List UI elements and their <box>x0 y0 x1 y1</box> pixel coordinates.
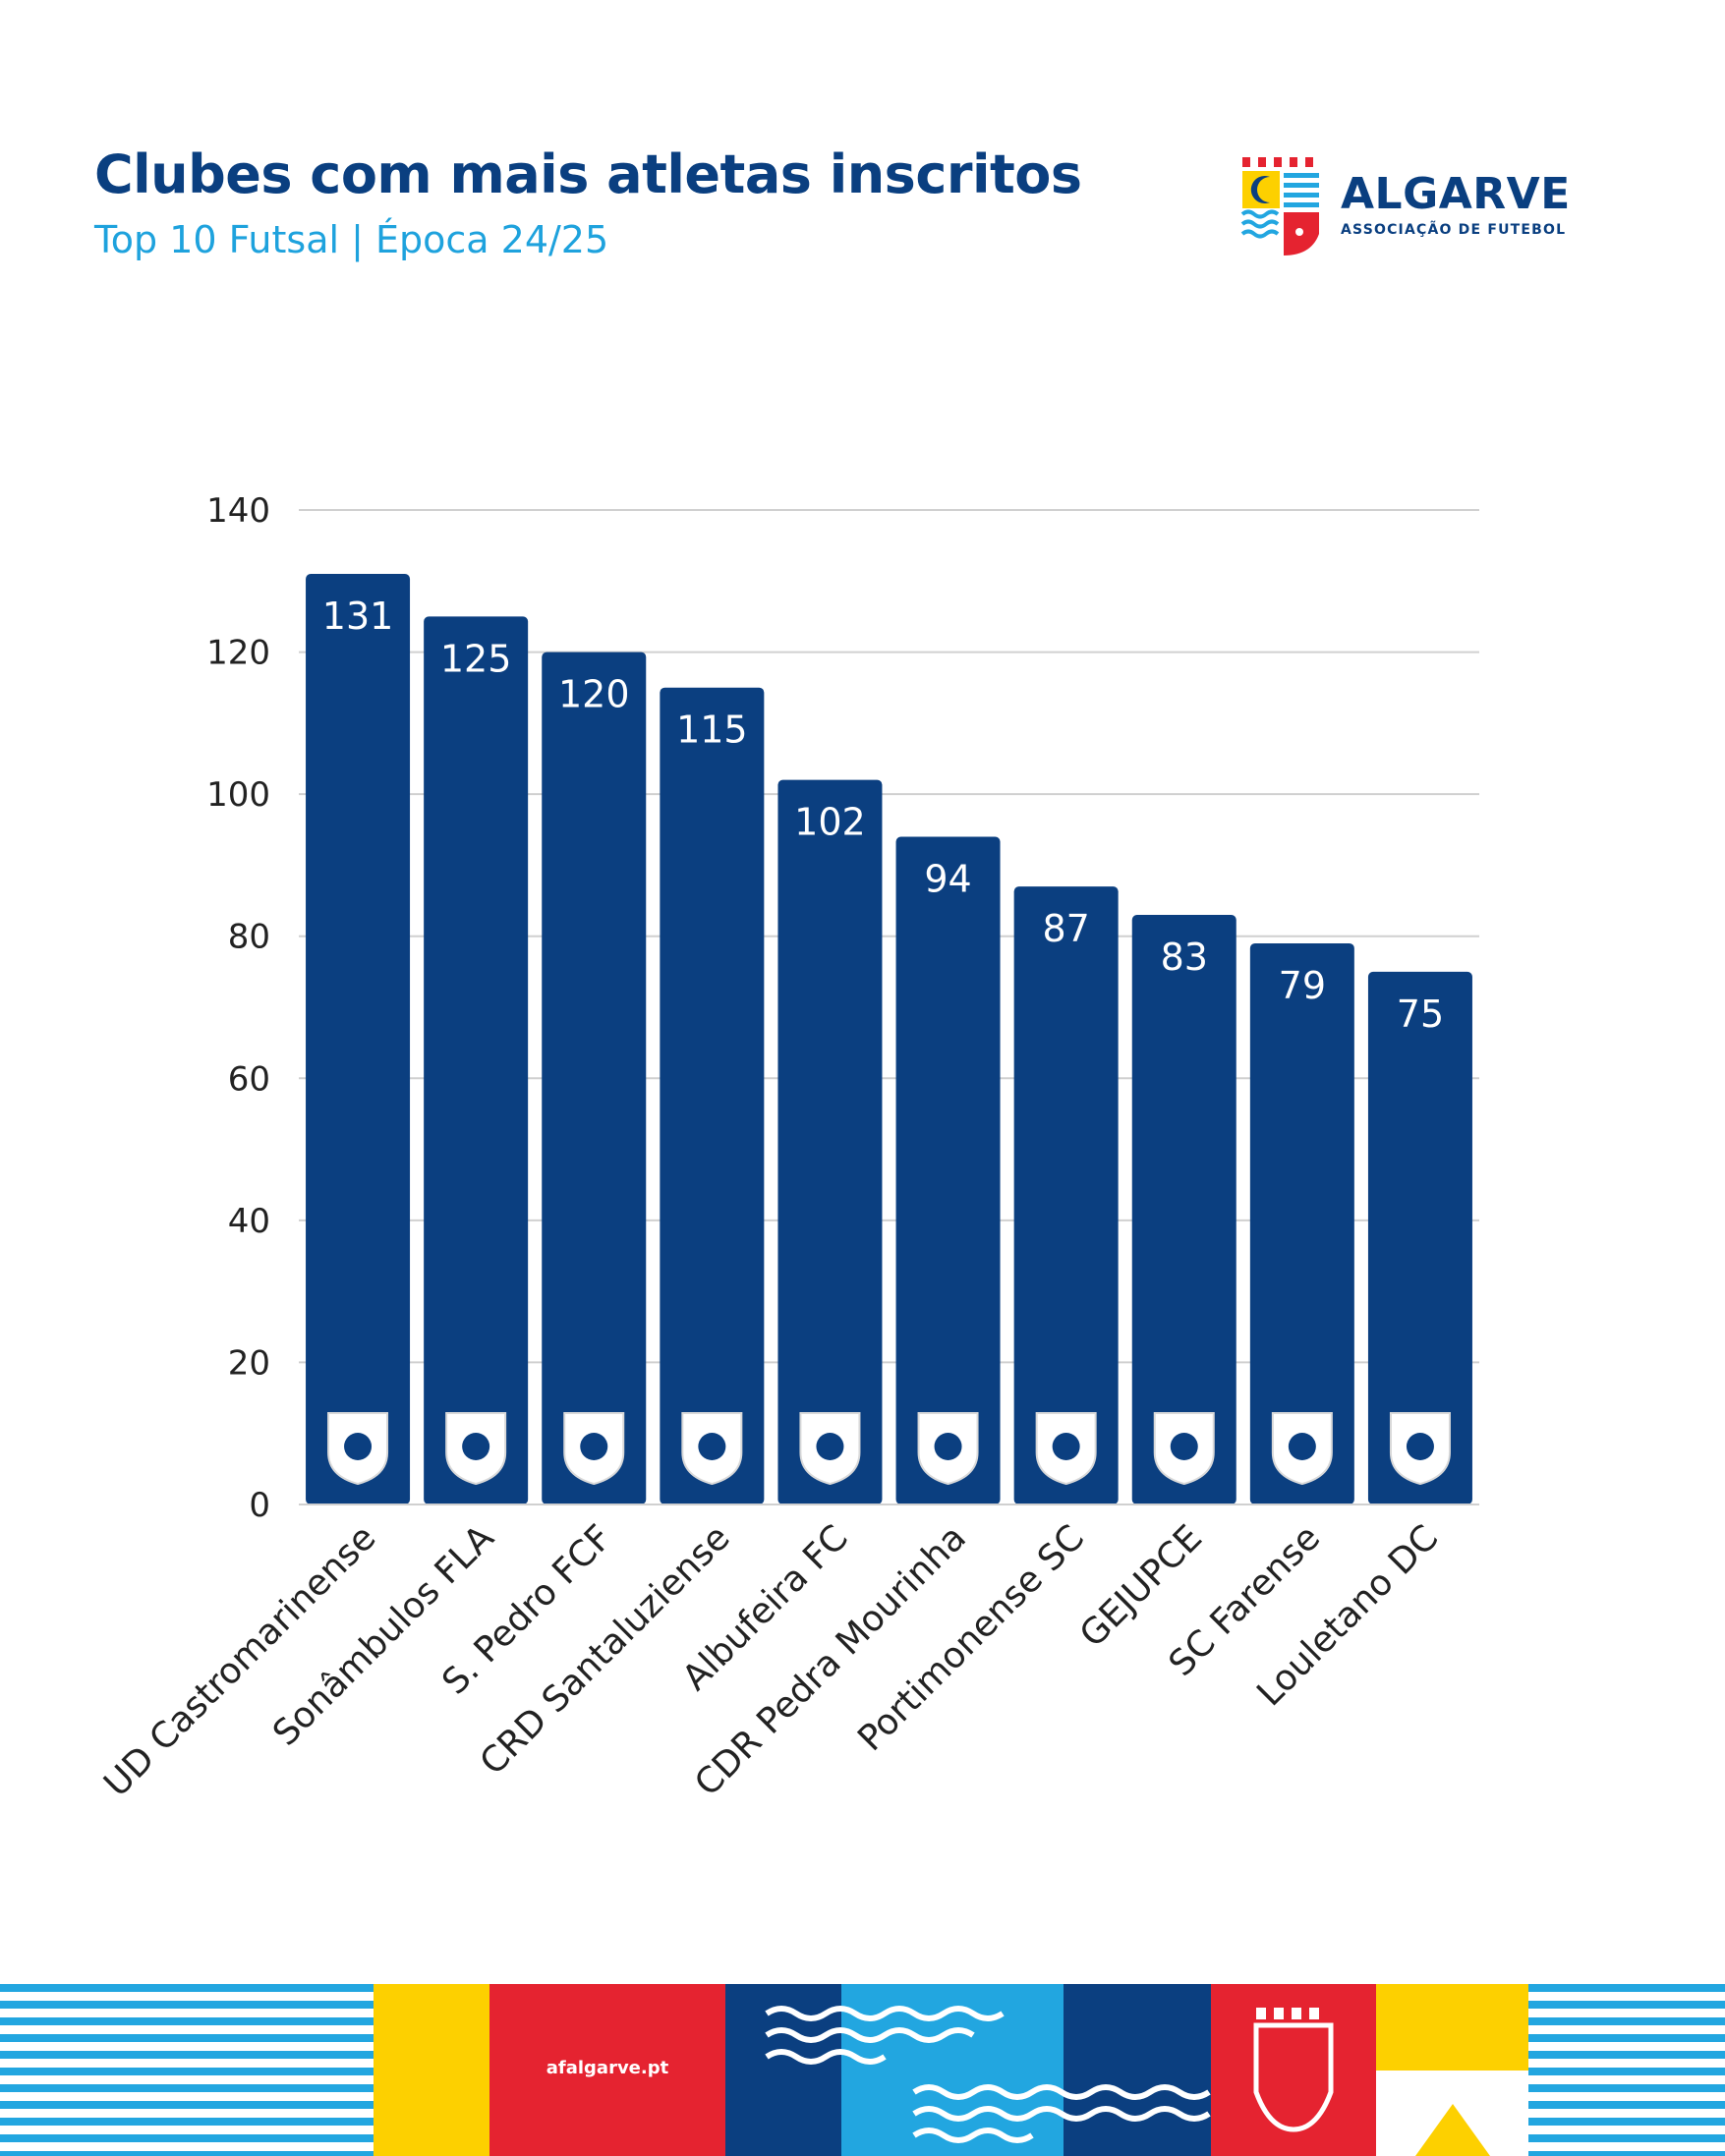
cdr-pedra-mourinha-crest-icon <box>917 1412 979 1486</box>
louletano-dc-crest-icon <box>1389 1412 1451 1486</box>
bar-value-label: 79 <box>1279 964 1326 1007</box>
footer-website-link[interactable]: afalgarve.pt <box>546 2058 669 2078</box>
bar-value-label: 115 <box>676 709 748 752</box>
bar-value-label: 83 <box>1161 936 1208 979</box>
bar-value-label: 131 <box>322 595 394 638</box>
bar <box>306 574 411 1504</box>
algarve-shield-icon <box>1240 157 1319 255</box>
bar <box>1249 942 1354 1504</box>
y-tick-label: 140 <box>206 491 270 531</box>
y-tick-label: 0 <box>249 1486 270 1525</box>
bar <box>895 836 1001 1504</box>
bar <box>1131 915 1236 1504</box>
sc-farense-crest-icon <box>1271 1412 1333 1486</box>
s-pedro-fcf-crest-icon <box>563 1412 625 1486</box>
albufeira-fc-crest-icon <box>799 1412 861 1486</box>
x-category-label: Portimonense SC <box>850 1517 1092 1759</box>
y-tick-label: 80 <box>228 918 270 957</box>
chart-subtitle: Top 10 Futsal | Época 24/25 <box>94 218 609 261</box>
association-logo: ALGARVE ASSOCIAÇÃO DE FUTEBOL <box>1240 155 1570 259</box>
bar <box>542 652 647 1504</box>
x-category-label: Sonâmbulos FLA <box>265 1517 502 1754</box>
bar <box>1367 971 1472 1504</box>
bar-value-label: 75 <box>1397 993 1444 1036</box>
bar <box>777 779 883 1504</box>
bar-value-label: 102 <box>794 801 866 844</box>
bar-value-label: 120 <box>558 673 630 716</box>
y-tick-label: 120 <box>206 634 270 673</box>
y-tick-label: 20 <box>228 1343 270 1383</box>
sonambulos-fla-crest-icon <box>445 1412 507 1486</box>
gejupce-crest-icon <box>1153 1412 1215 1486</box>
y-tick-label: 100 <box>206 775 270 815</box>
brand-footer-band <box>0 1984 1725 2156</box>
bar <box>1013 886 1119 1504</box>
portimonense-sc-crest-icon <box>1035 1412 1097 1486</box>
bar-value-label: 94 <box>924 858 971 901</box>
y-tick-label: 40 <box>228 1202 270 1241</box>
bar-value-label: 87 <box>1042 907 1089 950</box>
bar-value-label: 125 <box>440 637 512 680</box>
bar <box>424 616 529 1504</box>
y-tick-label: 60 <box>228 1059 270 1099</box>
ud-castromarinense-crest-icon <box>327 1412 389 1486</box>
bar <box>660 687 765 1504</box>
logo-wordmark: ALGARVE <box>1341 169 1571 219</box>
crd-santaluziense-crest-icon <box>681 1412 743 1486</box>
logo-tagline: ASSOCIAÇÃO DE FUTEBOL <box>1341 222 1567 238</box>
chart-title: Clubes com mais atletas inscritos <box>94 143 1082 205</box>
